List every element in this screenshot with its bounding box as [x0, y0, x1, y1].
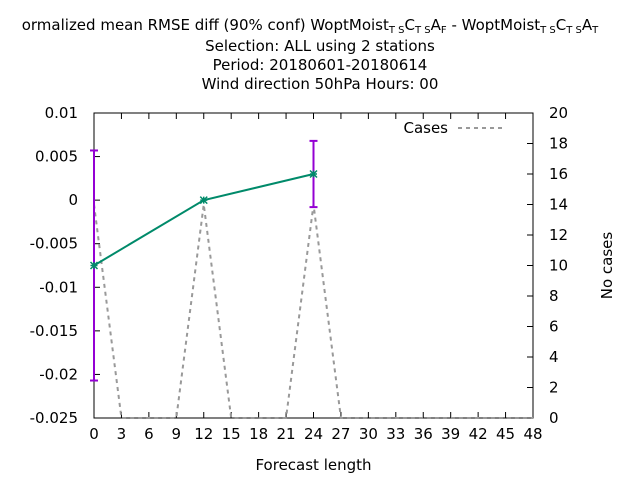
y2-tick-label: 2 [549, 379, 559, 397]
x-tick-label: 48 [523, 425, 542, 443]
chart-title-selection: Selection: ALL using 2 stations [205, 37, 435, 55]
data-point [309, 169, 318, 179]
y-tick-label: -0.015 [30, 322, 78, 340]
y-tick-label: 0.01 [45, 104, 78, 122]
series-line [93, 173, 314, 267]
x-tick-label: 3 [117, 425, 127, 443]
y-tick-label: -0.01 [39, 278, 78, 296]
y-tick-label: -0.02 [39, 365, 78, 383]
x-tick-label: 39 [441, 425, 460, 443]
cases-line [93, 204, 533, 419]
y2-axis-label: No cases [598, 232, 616, 300]
data-point [89, 261, 99, 270]
y2-tick-label: 16 [549, 165, 568, 183]
chart-title-period: Period: 20180601-20180614 [212, 56, 428, 74]
legend-label: Cases [403, 119, 448, 137]
y2-tick-label: 4 [549, 348, 559, 366]
y2-tick-label: 20 [549, 104, 568, 122]
y-tick-label: 0.005 [35, 148, 78, 166]
y2-tick-label: 18 [549, 135, 568, 153]
x-tick-label: 30 [359, 425, 378, 443]
chart-title-wind: Wind direction 50hPa Hours: 00 [201, 75, 439, 93]
y2-tick-label: 10 [549, 257, 568, 275]
y-tick-label: -0.025 [30, 409, 78, 427]
y2-tick-label: 12 [549, 226, 568, 244]
y2-tick-label: 6 [549, 318, 559, 336]
y2-tick-label: 8 [549, 287, 559, 305]
data-point [199, 196, 208, 205]
x-tick-label: 18 [249, 425, 268, 443]
x-tick-label: 33 [386, 425, 405, 443]
x-tick-label: 42 [469, 425, 488, 443]
chart-title-line1: ormalized mean RMSE diff (90% conf) Wopt… [21, 16, 599, 36]
x-tick-label: 12 [194, 425, 213, 443]
x-tick-label: 15 [222, 425, 241, 443]
x-tick-label: 45 [496, 425, 515, 443]
y2-tick-label: 14 [549, 196, 568, 214]
x-tick-label: 36 [414, 425, 433, 443]
y-tick-label: 0 [68, 191, 78, 209]
x-tick-label: 0 [89, 425, 99, 443]
x-tick-label: 27 [331, 425, 350, 443]
y2-tick-label: 0 [549, 409, 559, 427]
x-tick-label: 9 [172, 425, 182, 443]
y-tick-label: -0.005 [30, 235, 78, 253]
x-tick-label: 6 [144, 425, 154, 443]
x-axis-label: Forecast length [255, 456, 371, 474]
x-tick-label: 24 [304, 425, 323, 443]
x-tick-label: 21 [277, 425, 296, 443]
